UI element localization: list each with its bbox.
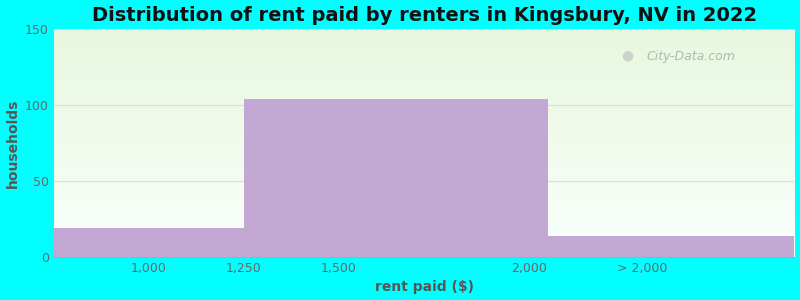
Text: City-Data.com: City-Data.com bbox=[646, 50, 735, 63]
Title: Distribution of rent paid by renters in Kingsbury, NV in 2022: Distribution of rent paid by renters in … bbox=[91, 6, 757, 25]
X-axis label: rent paid ($): rent paid ($) bbox=[374, 280, 474, 294]
Bar bbox=[547, 236, 794, 257]
Bar bbox=[338, 99, 547, 257]
Text: ●: ● bbox=[622, 48, 634, 62]
Bar bbox=[54, 228, 244, 257]
Bar bbox=[244, 99, 338, 257]
Y-axis label: households: households bbox=[6, 98, 19, 188]
